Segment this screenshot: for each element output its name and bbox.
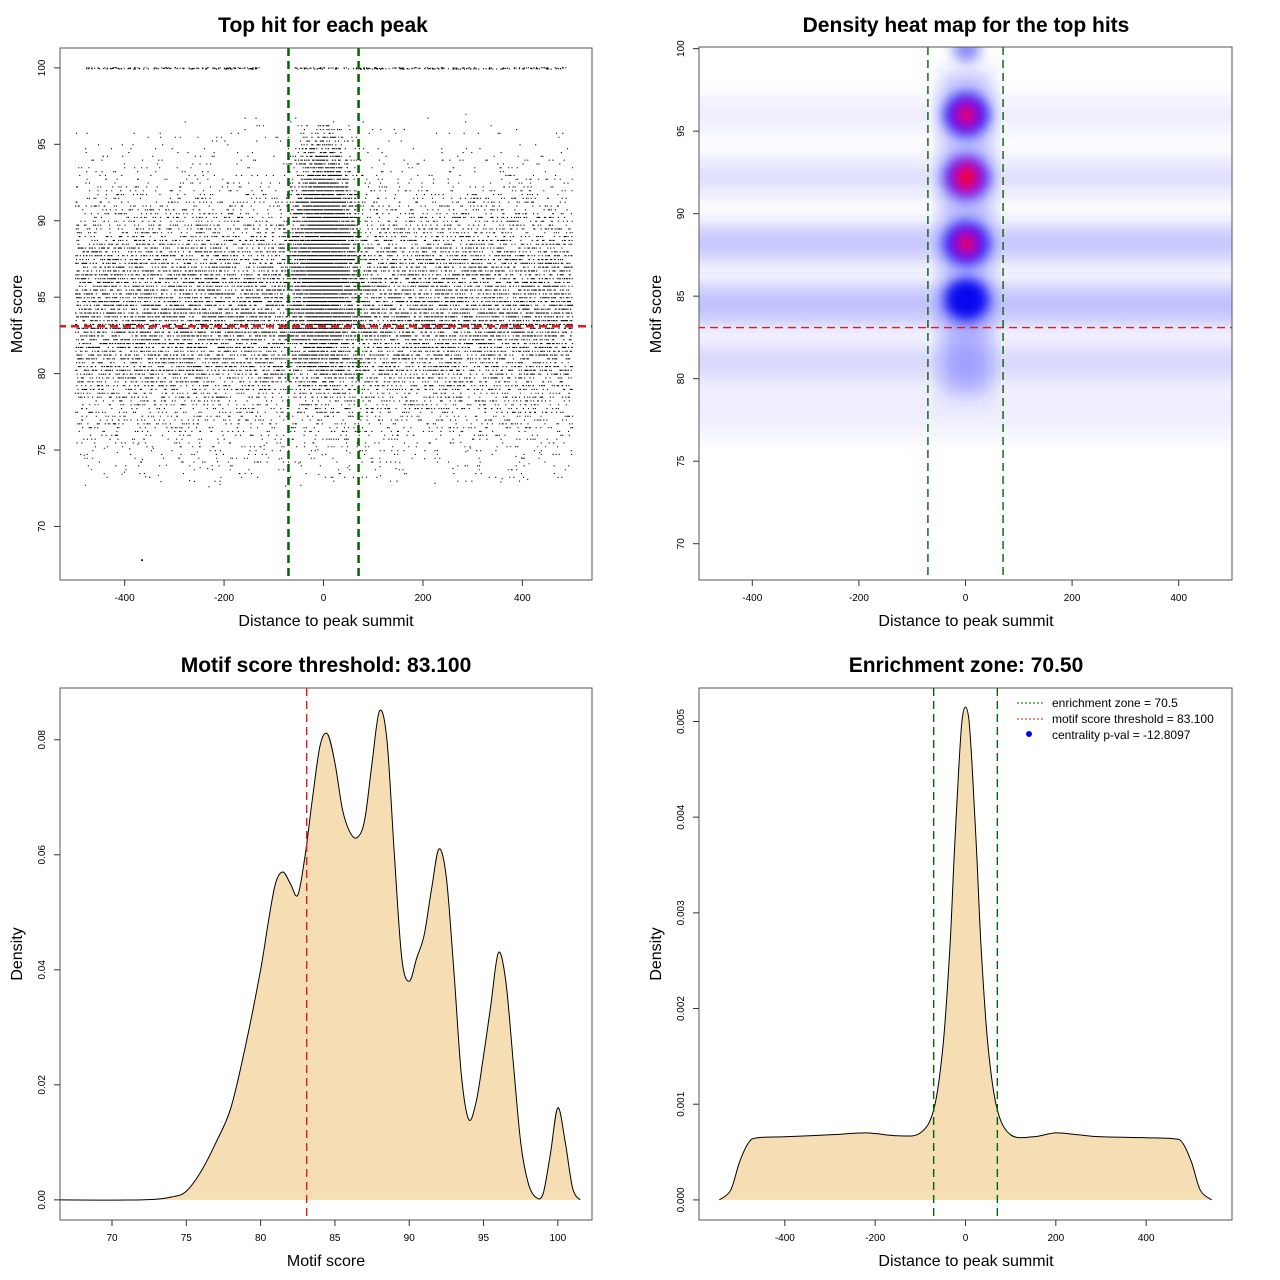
panel-scatter-axes: -400 -200 0 200 400 70 75 80 85 90 95 100: [37, 59, 531, 604]
scatter-ytick-label: 85: [37, 291, 48, 303]
heatmap-xtick-label: -200: [849, 593, 869, 604]
legend: enrichment zone = 70.5 motif score thres…: [1017, 696, 1214, 742]
panel-heatmap-xlabel: Distance to peak summit: [878, 613, 1054, 630]
panel-score-density-title: Motif score threshold: 83.100: [181, 654, 472, 677]
scatter-xtick-label: 0: [321, 593, 327, 604]
heatmap-hotspot-core: [954, 163, 979, 192]
legend-label-pval: centrality p-val = -12.8097: [1052, 728, 1191, 742]
heatmap-ytick-label: 70: [676, 538, 687, 550]
scatter-ytick-label: 80: [37, 368, 48, 380]
panel-scatter-ylabel: Motif score: [9, 275, 26, 353]
distance-density-xtick-label: -200: [865, 1233, 885, 1244]
heatmap-xtick-label: 0: [963, 593, 969, 604]
scatter-ytick-label: 75: [37, 444, 48, 456]
distance-density-area: [719, 707, 1212, 1200]
panel-heatmap-title: Density heat map for the top hits: [803, 14, 1130, 37]
panel-scatter-points: [74, 67, 574, 562]
panel-heatmap-ylabel: Motif score: [648, 275, 665, 353]
score-density-ytick-label: 0.00: [37, 1190, 48, 1210]
scatter-outlier-point: [141, 559, 144, 562]
heatmap-ytick-label: 90: [676, 208, 687, 220]
distance-density-xtick-label: -400: [775, 1233, 795, 1244]
heatmap-ytick-label: 85: [676, 290, 687, 302]
heatmap-ytick-label: 95: [676, 125, 687, 137]
panel-heatmap-axes: -400 -200 0 200 400 70 75 80 85 90 95 100: [676, 40, 1187, 604]
panel-distance-density-xlabel: Distance to peak summit: [878, 1253, 1054, 1270]
score-density-ytick-label: 0.08: [37, 730, 48, 750]
distance-density-xtick-label: 400: [1138, 1233, 1155, 1244]
score-density-curve: [60, 709, 581, 1201]
scatter-ytick-label: 90: [37, 215, 48, 227]
scatter-points: [74, 67, 574, 488]
panel-heatmap-density: [699, 47, 1232, 580]
heatmap-xtick-label: 200: [1064, 593, 1081, 604]
scatter-xtick-label: 400: [514, 593, 531, 604]
distance-density-xtick-label: 0: [963, 1233, 969, 1244]
heatmap-ytick-label: 75: [676, 455, 687, 467]
heatmap-ytick-label: 100: [676, 40, 687, 57]
panel-score-density-xlabel: Motif score: [287, 1253, 365, 1270]
panel-distance-density-axes: -400 -200 0 200 400 0.000 0.001 0.002 0.003 0.004…: [676, 709, 1155, 1244]
panel-scatter-ref-lines: [60, 48, 592, 580]
score-density-ytick-label: 0.02: [37, 1075, 48, 1095]
panel-score-density-ylabel: Density: [9, 927, 26, 980]
heatmap-ytick-label: 80: [676, 373, 687, 385]
panel-score-density: Motif score threshold: 83.100 70 75 80 85 90…: [9, 654, 593, 1270]
panel-score-density-frame: [59, 687, 593, 1221]
panel-heatmap-ref-lines: [699, 47, 1232, 580]
heatmap-band: [699, 389, 1232, 434]
distance-density-ytick-label: 0.002: [676, 996, 687, 1021]
scatter-xtick-label: 200: [415, 593, 432, 604]
scatter-ytick-label: 70: [37, 520, 48, 532]
score-density-ytick-label: 0.04: [37, 960, 48, 980]
score-density-xtick-label: 75: [181, 1233, 193, 1244]
score-density-xtick-label: 85: [329, 1233, 341, 1244]
score-density-ytick-label: 0.06: [37, 845, 48, 865]
legend-label-threshold: motif score threshold = 83.100: [1052, 712, 1214, 726]
distance-density-ytick-label: 0.000: [676, 1187, 687, 1212]
heatmap-hotspot-core: [957, 233, 976, 254]
panel-heatmap: Density heat map for the top hits -400 -2…: [648, 14, 1233, 630]
panel-distance-density-plot: [718, 688, 1213, 1220]
legend-swatch-pval: [1026, 731, 1032, 737]
panel-scatter-title: Top hit for each peak: [218, 14, 428, 37]
heatmap-xtick-label: -400: [742, 593, 762, 604]
panel-scatter: Top hit for each peak -400 -200 0 200 400 70 7…: [9, 14, 593, 630]
distance-density-ytick-label: 0.001: [676, 1091, 687, 1116]
score-density-xtick-label: 80: [255, 1233, 267, 1244]
panel-scatter-frame: [59, 47, 593, 581]
score-density-xtick-label: 100: [549, 1233, 566, 1244]
panel-score-density-plot: [60, 688, 581, 1220]
heatmap-hotspot: [944, 278, 989, 321]
panel-heatmap-field: [699, 47, 1232, 580]
panel-distance-density-title: Enrichment zone: 70.50: [849, 654, 1084, 677]
scatter-xtick-label: -400: [115, 593, 135, 604]
heatmap-hotspot: [952, 47, 981, 62]
panel-distance-density-ylabel: Density: [648, 927, 665, 980]
distance-density-ytick-label: 0.004: [676, 804, 687, 829]
panel-score-density-axes: 70 75 80 85 90 95 100 0.00 0.02 0.04 0.06 0.08: [37, 730, 567, 1244]
legend-label-enrichment: enrichment zone = 70.5: [1052, 696, 1178, 710]
scatter-xtick-label: -200: [214, 593, 234, 604]
distance-density-xtick-label: 200: [1047, 1233, 1064, 1244]
panel-distance-density: Enrichment zone: 70.50 -400 -200 0 200 400 0.…: [648, 654, 1233, 1270]
score-density-area: [60, 710, 581, 1201]
distance-density-curve: [718, 706, 1213, 1201]
score-density-xtick-label: 90: [404, 1233, 416, 1244]
score-density-xtick-label: 70: [106, 1233, 118, 1244]
score-density-xtick-label: 95: [478, 1233, 490, 1244]
heatmap-xtick-label: 400: [1170, 593, 1187, 604]
heatmap-hotspot-core: [957, 104, 976, 125]
distance-density-ytick-label: 0.003: [676, 900, 687, 925]
scatter-ytick-label: 95: [37, 138, 48, 150]
heatmap-hotspots: [944, 47, 989, 321]
distance-density-ytick-label: 0.005: [676, 709, 687, 734]
panel-scatter-xlabel: Distance to peak summit: [238, 613, 414, 630]
scatter-ytick-label: 100: [37, 59, 48, 76]
